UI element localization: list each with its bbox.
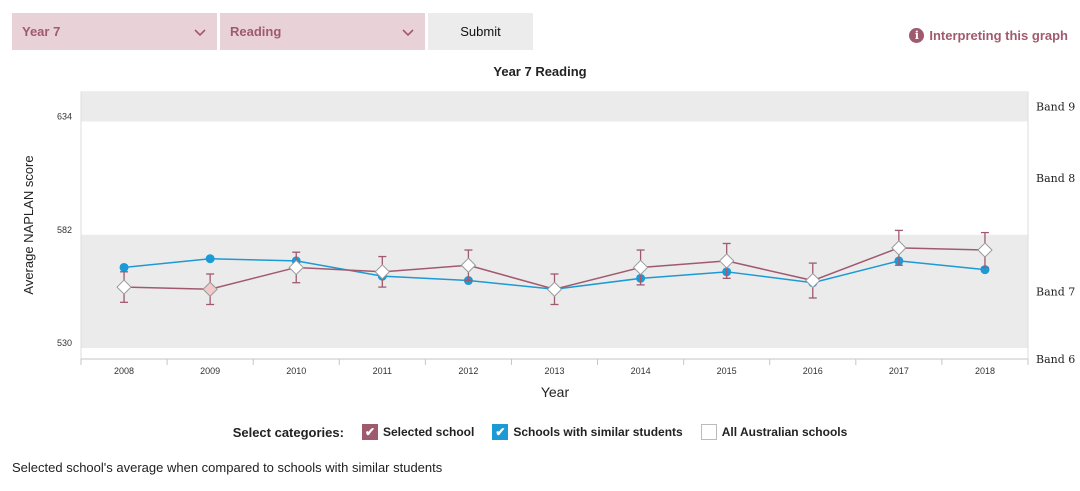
data-point-selected-school: [805, 272, 821, 289]
legend-label: Schools with similar students: [513, 425, 683, 439]
legend-item-similar-schools[interactable]: ✔ Schools with similar students: [492, 424, 683, 440]
chart-title: Year 7 Reading: [493, 64, 586, 79]
x-tick-label: 2018: [975, 366, 995, 376]
category-legend: Select categories: ✔ Selected school ✔ S…: [0, 424, 1080, 440]
submit-button[interactable]: Submit: [428, 13, 533, 50]
band-label: Band 9: [1036, 101, 1075, 114]
legend-label: All Australian schools: [721, 425, 848, 439]
domain-select[interactable]: Reading: [220, 13, 425, 50]
x-tick-label: 2014: [631, 366, 651, 376]
x-tick-label: 2012: [458, 366, 478, 376]
data-point-similar-schools: [119, 262, 129, 272]
x-axis-label: Year: [541, 384, 570, 400]
data-point-selected-school: [632, 259, 649, 276]
checkbox-unchecked-icon[interactable]: [700, 424, 717, 440]
band-label: Band 7: [1036, 285, 1075, 298]
domain-select-value: Reading: [230, 24, 282, 39]
chevron-down-icon: [194, 28, 206, 36]
y-tick-label: 634: [57, 111, 72, 121]
data-point-selected-school: [891, 240, 907, 256]
legend-item-all-australian[interactable]: All Australian schools: [700, 424, 848, 440]
year-select[interactable]: Year 7: [12, 13, 217, 50]
data-point-selected-school: [374, 264, 391, 280]
data-point-similar-schools: [205, 254, 215, 264]
naplan-chart: Year 7 Reading Band 9 Band 8 Band 7 Band 6 53…: [21, 64, 1075, 400]
x-tick-label: 2009: [200, 366, 220, 376]
x-tick-label: 2013: [544, 366, 564, 376]
x-tick-label: 2008: [114, 366, 134, 376]
data-point-selected-school: [718, 253, 735, 269]
interpreting-graph-label: Interpreting this graph: [929, 28, 1068, 43]
comparison-summary: Selected school's average when compared …: [12, 460, 443, 475]
y-axis-label: Average NAPLAN score: [21, 155, 36, 294]
checkbox-checked-icon[interactable]: ✔: [361, 424, 378, 440]
y-tick-label: 582: [57, 225, 72, 235]
year-select-value: Year 7: [22, 24, 61, 39]
band-band-9: [81, 92, 1028, 122]
x-tick-label: 2016: [803, 366, 823, 376]
y-tick-label: 530: [57, 338, 72, 348]
data-point-selected-school: [116, 279, 132, 295]
data-point-selected-school: [288, 259, 304, 276]
legend-item-selected-school[interactable]: ✔ Selected school: [361, 424, 475, 440]
x-tick-label: 2011: [373, 366, 392, 376]
data-point-selected-school: [977, 242, 993, 258]
checkbox-checked-icon[interactable]: ✔: [492, 424, 509, 440]
info-icon: i: [909, 28, 925, 43]
x-tick-label: 2015: [717, 366, 737, 376]
x-tick-label: 2010: [286, 366, 306, 376]
interpreting-graph-link[interactable]: i Interpreting this graph: [909, 28, 1068, 43]
data-point-selected-school: [202, 281, 218, 297]
legend-label: Selected school: [382, 425, 475, 439]
legend-lead: Select categories:: [232, 424, 344, 440]
band-label: Band 6: [1036, 353, 1075, 366]
data-point-selected-school: [546, 281, 563, 297]
chevron-down-icon: [402, 28, 414, 36]
data-point-selected-school: [460, 257, 477, 273]
x-tick-label: 2017: [889, 366, 909, 376]
band-label: Band 8: [1036, 172, 1075, 185]
